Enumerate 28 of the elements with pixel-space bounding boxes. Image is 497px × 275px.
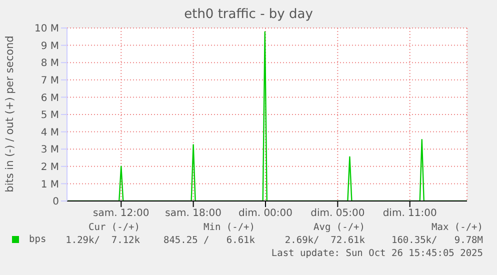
- y-tick-label: 6 M: [40, 92, 59, 104]
- y-tick-label: 3 M: [40, 144, 59, 156]
- text: 1.29k/ 7.12k: [66, 235, 140, 246]
- text: 845.25 / 6.61k: [163, 235, 255, 246]
- text: 160.35k/ 9.78M: [391, 235, 483, 246]
- x-tick-label: sam. 12:00: [93, 208, 150, 220]
- x-tick-label: dim. 05:00: [310, 208, 365, 220]
- chart-title: eth0 traffic - by day: [183, 7, 314, 22]
- text: Cur (-/+): [88, 222, 140, 233]
- y-tick-label: 9 M: [40, 40, 59, 52]
- y-tick-label: 4 M: [40, 127, 59, 138]
- y-tick-label: 1 M: [40, 179, 59, 190]
- y-axis-title: bits in (-) / out (+) per second: [4, 36, 16, 192]
- legend-label: bps: [29, 234, 46, 245]
- y-tick-label: 10 M: [34, 24, 59, 35]
- text: Min (-/+): [204, 222, 255, 233]
- x-tick-label: sam. 18:00: [165, 208, 222, 220]
- text: 2.69k/ 72.61k: [284, 235, 365, 246]
- x-tick-label: dim. 11:00: [382, 208, 437, 220]
- y-tick-label: 7 M: [40, 75, 59, 86]
- y-tick-label: 0: [52, 196, 59, 208]
- text: Last update: Sun Oct 26 15:45:05 2025: [271, 248, 483, 259]
- y-tick-label: 2 M: [40, 162, 59, 173]
- text: Max (-/+): [432, 222, 483, 233]
- x-tick-label: dim. 00:00: [238, 208, 293, 220]
- text: Avg (-/+): [314, 222, 365, 233]
- y-tick-label: 5 M: [40, 110, 59, 122]
- y-tick-label: 8 M: [40, 58, 59, 70]
